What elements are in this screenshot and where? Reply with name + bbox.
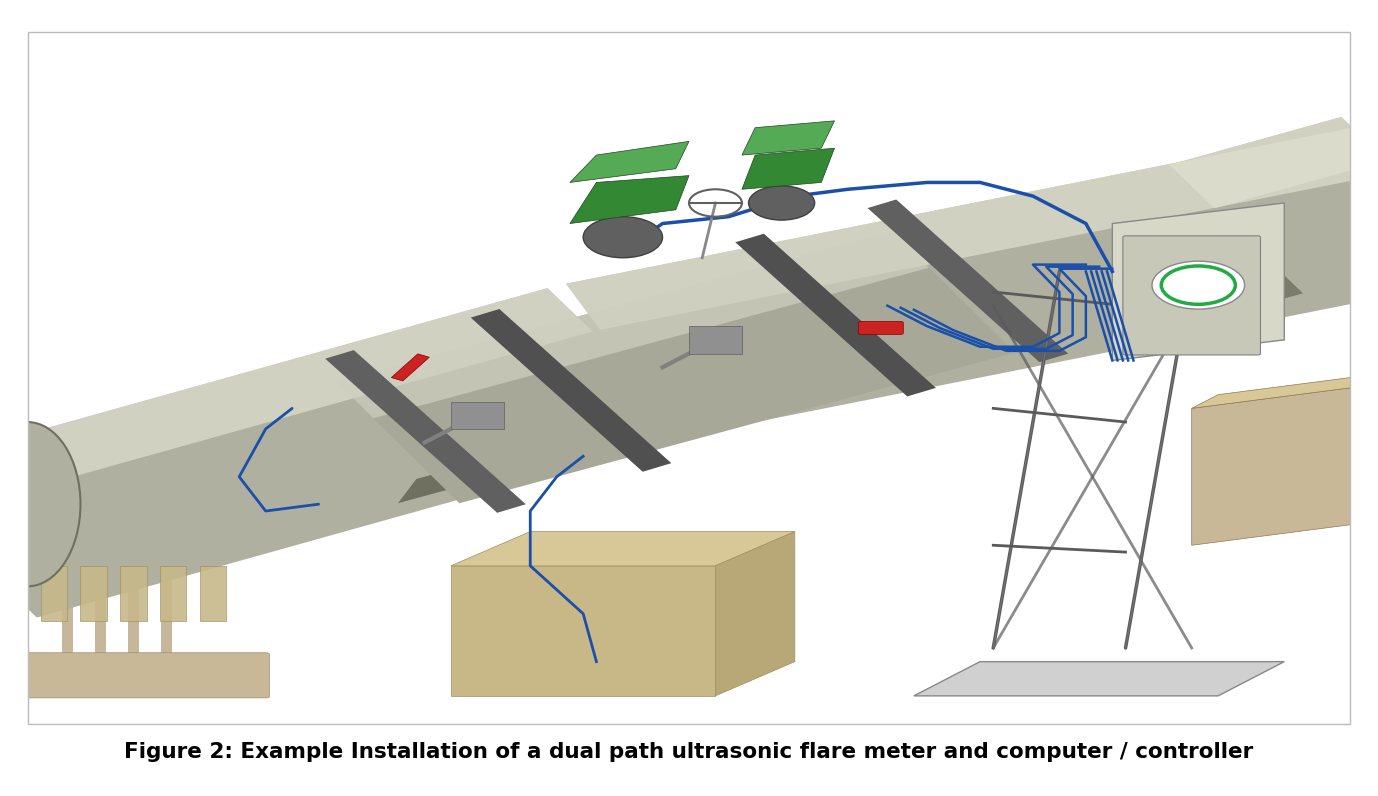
Polygon shape bbox=[336, 232, 929, 419]
Polygon shape bbox=[1192, 388, 1350, 545]
Polygon shape bbox=[623, 249, 1378, 437]
Polygon shape bbox=[1192, 374, 1377, 408]
Polygon shape bbox=[1112, 203, 1284, 361]
Polygon shape bbox=[566, 127, 1378, 330]
Bar bbox=[200, 566, 226, 621]
Bar bbox=[451, 401, 504, 429]
Bar bbox=[80, 566, 107, 621]
Polygon shape bbox=[0, 288, 593, 517]
Bar bbox=[41, 566, 68, 621]
Bar bbox=[95, 569, 106, 682]
Bar bbox=[391, 354, 430, 381]
Polygon shape bbox=[336, 232, 1016, 503]
Polygon shape bbox=[715, 532, 795, 696]
Circle shape bbox=[748, 185, 814, 220]
Polygon shape bbox=[741, 148, 835, 189]
Bar bbox=[128, 572, 139, 682]
Polygon shape bbox=[1244, 232, 1378, 310]
FancyBboxPatch shape bbox=[858, 322, 904, 334]
FancyBboxPatch shape bbox=[1123, 236, 1261, 355]
Bar bbox=[120, 566, 146, 621]
Polygon shape bbox=[566, 127, 1378, 437]
Bar bbox=[161, 576, 172, 682]
Bar bbox=[160, 566, 186, 621]
Polygon shape bbox=[570, 176, 689, 224]
FancyBboxPatch shape bbox=[23, 653, 270, 698]
Circle shape bbox=[583, 217, 663, 258]
Circle shape bbox=[1152, 261, 1244, 309]
Polygon shape bbox=[1170, 117, 1378, 209]
Bar bbox=[62, 566, 73, 682]
Polygon shape bbox=[1170, 117, 1378, 310]
Polygon shape bbox=[914, 661, 1284, 696]
Polygon shape bbox=[868, 200, 1068, 362]
Polygon shape bbox=[736, 234, 936, 396]
Polygon shape bbox=[570, 142, 689, 182]
Polygon shape bbox=[741, 121, 835, 155]
Circle shape bbox=[1162, 266, 1235, 304]
Polygon shape bbox=[0, 288, 699, 618]
Ellipse shape bbox=[0, 422, 80, 587]
Polygon shape bbox=[451, 532, 795, 566]
Text: Figure 2: Example Installation of a dual path ultrasonic flare meter and compute: Figure 2: Example Installation of a dual… bbox=[124, 742, 1254, 763]
Polygon shape bbox=[0, 404, 645, 618]
Polygon shape bbox=[398, 329, 971, 503]
Polygon shape bbox=[451, 566, 715, 696]
Polygon shape bbox=[471, 309, 671, 472]
Polygon shape bbox=[325, 350, 526, 513]
Bar bbox=[689, 326, 741, 353]
